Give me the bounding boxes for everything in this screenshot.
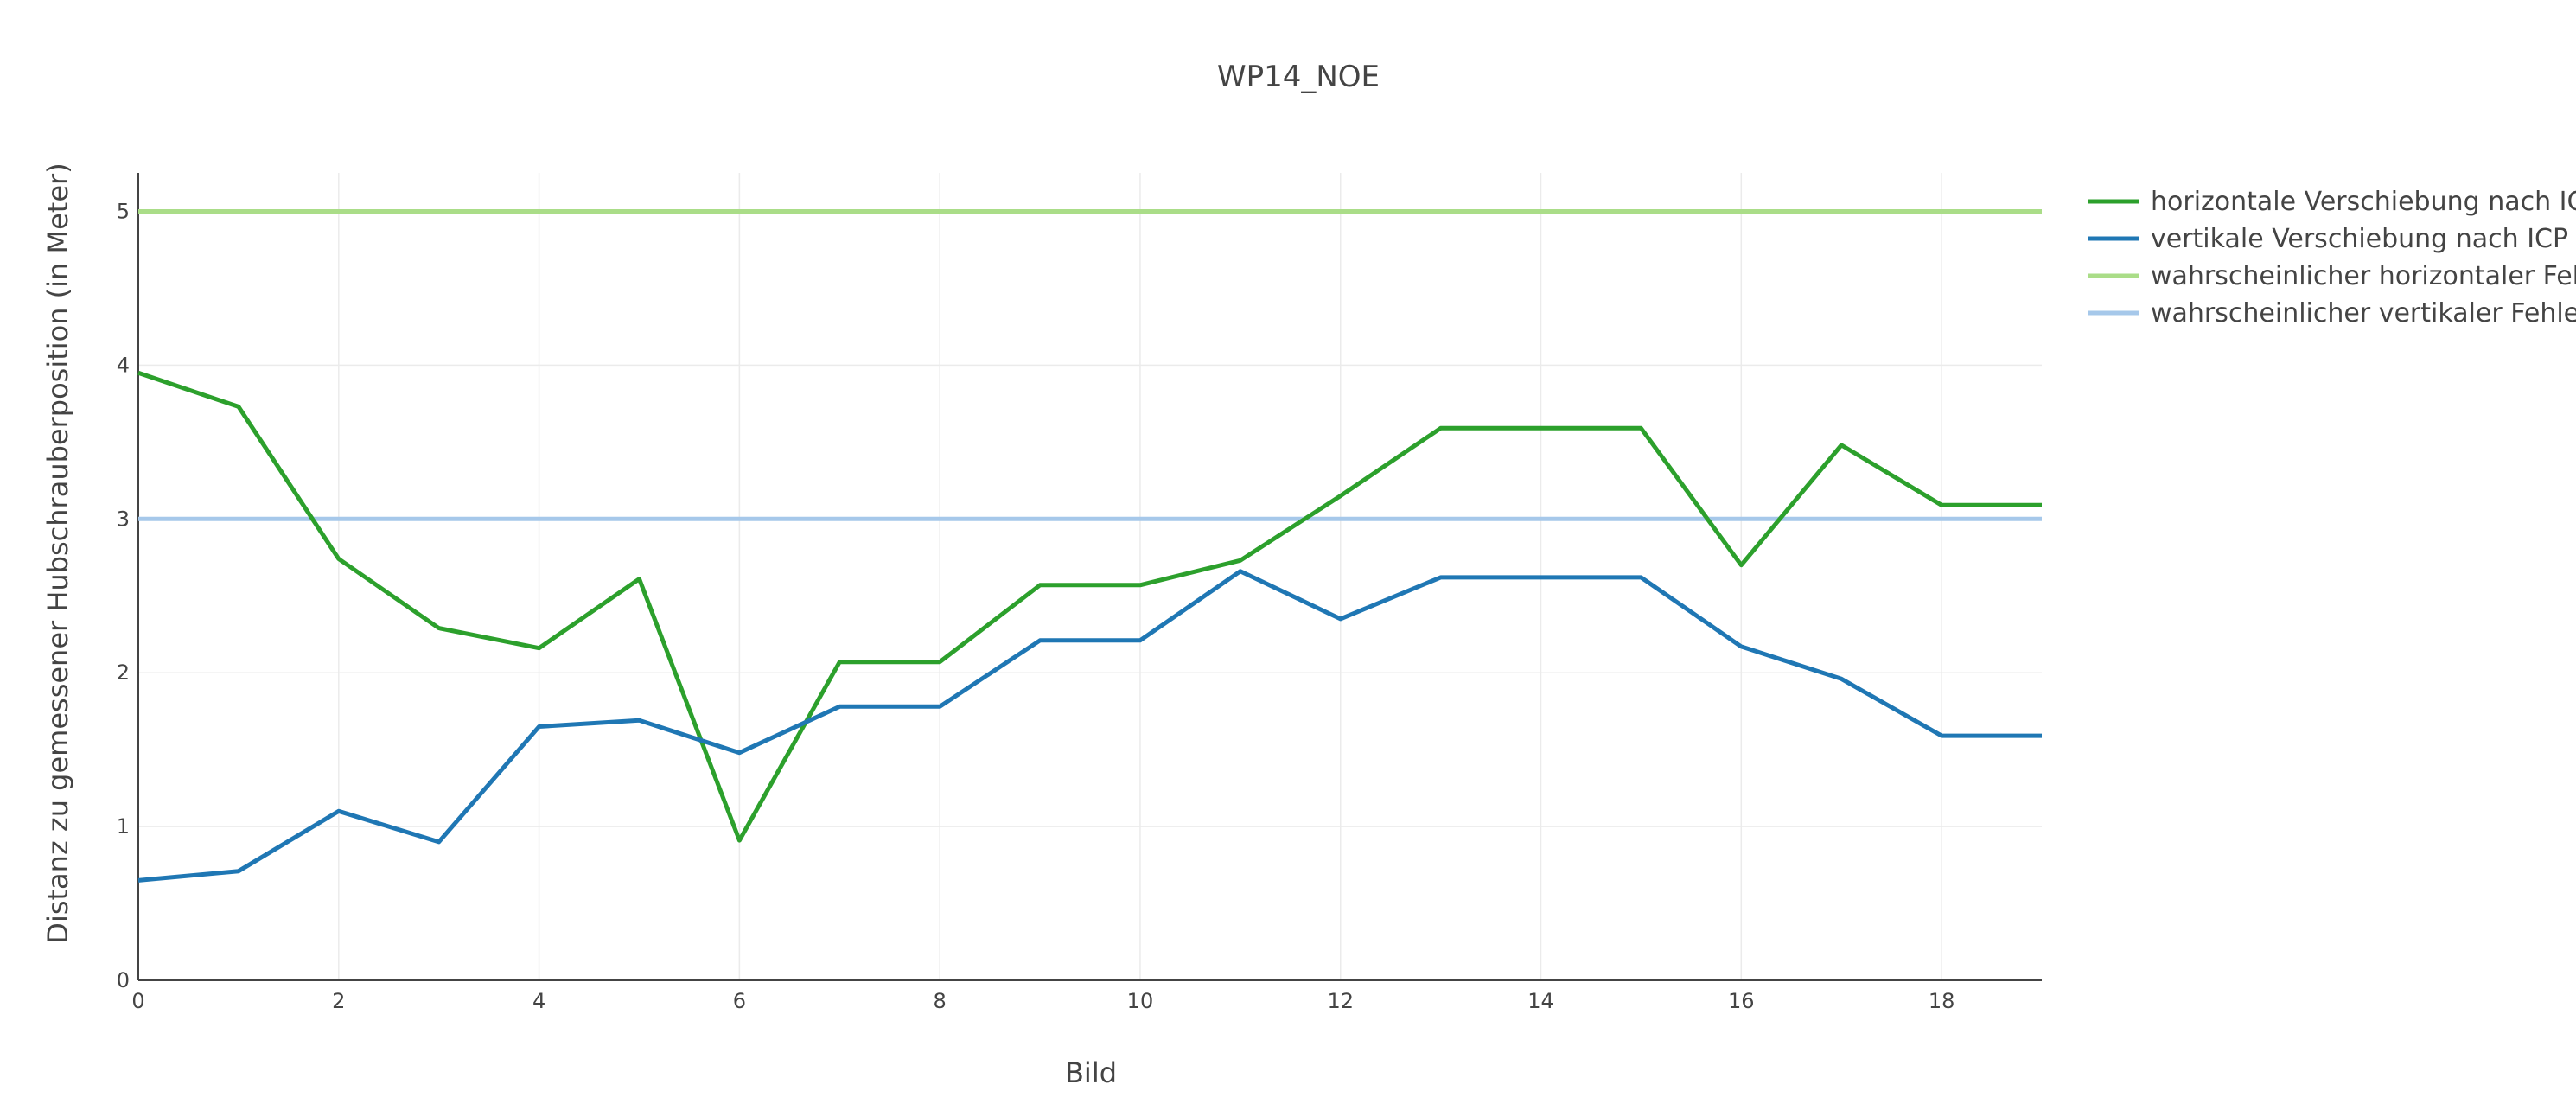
series-line-2 [137,569,2042,883]
gridlines [138,173,2042,980]
y-tick-label: 2 [117,660,130,685]
y-tick-label: 1 [117,814,130,839]
axes [137,173,2042,981]
x-tick-label: 16 [1728,989,1755,1013]
legend: horizontale Verschiebung nach ICP vertika… [2088,187,2576,329]
legend-label: wahrscheinlicher horizontaler Fehler [2151,261,2576,291]
series-lines [137,209,2042,883]
x-tick-label: 6 [733,989,746,1013]
legend-label: vertikale Verschiebung nach ICP [2151,224,2568,254]
series-line-1 [137,370,2042,843]
chart-title: WP14_NOE [1217,60,1380,94]
legend-label: wahrscheinlicher vertikaler Fehler [2151,298,2576,329]
y-tick-label: 5 [117,199,130,223]
x-tick-label: 4 [532,989,545,1013]
x-tick-label: 12 [1327,989,1354,1013]
x-tick-label: 0 [131,989,144,1013]
x-tick-label: 18 [1929,989,1955,1013]
y-tick-label: 3 [117,507,130,531]
x-tick-label: 2 [332,989,345,1013]
x-axis-title: Bild [1065,1056,1117,1089]
y-tick-label: 0 [117,968,130,992]
x-tick-label: 14 [1527,989,1554,1013]
x-tick-label: 8 [934,989,947,1013]
legend-label: horizontale Verschiebung nach ICP [2151,187,2576,217]
x-tick-label: 10 [1127,989,1154,1013]
y-axis-title: Distanz zu gemessener Hubschrauberpositi… [41,163,74,943]
y-tick-label: 4 [117,353,130,377]
